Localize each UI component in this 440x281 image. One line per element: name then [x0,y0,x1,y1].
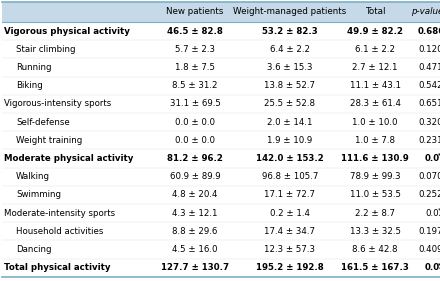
Bar [2,167,440,186]
Text: 11.1 ± 43.1: 11.1 ± 43.1 [349,81,400,90]
Text: 11.0 ± 53.5: 11.0 ± 53.5 [349,191,400,200]
Text: Vigorous-intensity sports: Vigorous-intensity sports [4,99,111,108]
Text: 127.7 ± 130.7: 127.7 ± 130.7 [161,263,229,272]
Text: 96.8 ± 105.7: 96.8 ± 105.7 [262,172,318,181]
Bar [2,22,440,40]
Bar [2,204,440,222]
Text: 2.2 ± 8.7: 2.2 ± 8.7 [355,209,395,217]
Bar [2,131,440,149]
Text: Moderate-intensity sports: Moderate-intensity sports [4,209,115,217]
Text: 0.120: 0.120 [419,45,440,54]
Text: 0.2 ± 1.4: 0.2 ± 1.4 [270,209,310,217]
Bar [2,186,440,204]
Text: 49.9 ± 82.2: 49.9 ± 82.2 [347,27,403,36]
Text: 8.5 ± 31.2: 8.5 ± 31.2 [172,81,218,90]
Text: 5.7 ± 2.3: 5.7 ± 2.3 [175,45,215,54]
Text: 0.651: 0.651 [419,99,440,108]
Text: 0.471: 0.471 [419,63,440,72]
Text: 2.7 ± 12.1: 2.7 ± 12.1 [352,63,398,72]
Text: 13.8 ± 52.7: 13.8 ± 52.7 [264,81,315,90]
Text: Total: Total [365,8,385,17]
Text: Weight training: Weight training [16,136,82,145]
Text: 0.021: 0.021 [425,209,440,217]
Text: 0.320: 0.320 [419,118,440,127]
Text: 78.9 ± 99.3: 78.9 ± 99.3 [350,172,400,181]
Text: Running: Running [16,63,51,72]
Text: *: * [438,207,440,212]
Bar [2,95,440,113]
Text: 0.019: 0.019 [425,154,440,163]
Text: Walking: Walking [16,172,50,181]
Text: *: * [438,153,440,157]
Bar [2,259,440,277]
Text: Dancing: Dancing [16,245,51,254]
Text: 1.0 ± 10.0: 1.0 ± 10.0 [352,118,398,127]
Text: 0.686: 0.686 [418,27,440,36]
Text: Self-defense: Self-defense [16,118,70,127]
Text: 161.5 ± 167.3: 161.5 ± 167.3 [341,263,409,272]
Text: 25.5 ± 52.8: 25.5 ± 52.8 [264,99,315,108]
Bar [2,58,440,77]
Text: 0.231: 0.231 [419,136,440,145]
Text: New patients: New patients [166,8,224,17]
Text: Moderate physical activity: Moderate physical activity [4,154,133,163]
Text: Biking: Biking [16,81,43,90]
Text: 142.0 ± 153.2: 142.0 ± 153.2 [256,154,324,163]
Text: 0.043: 0.043 [425,263,440,272]
Text: 8.8 ± 29.6: 8.8 ± 29.6 [172,227,218,236]
Text: 0.0 ± 0.0: 0.0 ± 0.0 [175,136,215,145]
Text: 6.1 ± 2.2: 6.1 ± 2.2 [355,45,395,54]
Text: 0.252: 0.252 [419,191,440,200]
Text: Household activities: Household activities [16,227,103,236]
Bar [2,77,440,95]
Text: 46.5 ± 82.8: 46.5 ± 82.8 [167,27,223,36]
Text: Swimming: Swimming [16,191,61,200]
Text: 1.8 ± 7.5: 1.8 ± 7.5 [175,63,215,72]
Text: Stair climbing: Stair climbing [16,45,76,54]
Text: Total physical activity: Total physical activity [4,263,110,272]
Text: 0.409: 0.409 [419,245,440,254]
Bar [2,40,440,58]
Text: 12.3 ± 57.3: 12.3 ± 57.3 [264,245,315,254]
Bar [2,241,440,259]
Bar [2,149,440,167]
Text: 0.197: 0.197 [419,227,440,236]
Text: 111.6 ± 130.9: 111.6 ± 130.9 [341,154,409,163]
Text: 13.3 ± 32.5: 13.3 ± 32.5 [349,227,400,236]
Bar [2,222,440,241]
Bar [2,2,440,22]
Text: 17.1 ± 72.7: 17.1 ± 72.7 [264,191,315,200]
Text: 6.4 ± 2.2: 6.4 ± 2.2 [270,45,310,54]
Text: 53.2 ± 82.3: 53.2 ± 82.3 [262,27,318,36]
Text: Vigorous physical activity: Vigorous physical activity [4,27,130,36]
Text: 31.1 ± 69.5: 31.1 ± 69.5 [169,99,220,108]
Text: 4.5 ± 16.0: 4.5 ± 16.0 [172,245,218,254]
Text: 81.2 ± 96.2: 81.2 ± 96.2 [167,154,223,163]
Bar [2,113,440,131]
Text: 8.6 ± 42.8: 8.6 ± 42.8 [352,245,398,254]
Text: Weight-managed patients: Weight-managed patients [233,8,347,17]
Text: 195.2 ± 192.8: 195.2 ± 192.8 [256,263,324,272]
Text: 3.6 ± 15.3: 3.6 ± 15.3 [267,63,313,72]
Text: 4.8 ± 20.4: 4.8 ± 20.4 [172,191,218,200]
Text: 60.9 ± 89.9: 60.9 ± 89.9 [170,172,220,181]
Text: 1.0 ± 7.8: 1.0 ± 7.8 [355,136,395,145]
Text: 0.070: 0.070 [419,172,440,181]
Text: 0.542: 0.542 [419,81,440,90]
Text: 17.4 ± 34.7: 17.4 ± 34.7 [264,227,315,236]
Text: 4.3 ± 12.1: 4.3 ± 12.1 [172,209,218,217]
Text: 28.3 ± 61.4: 28.3 ± 61.4 [349,99,400,108]
Text: 0.0 ± 0.0: 0.0 ± 0.0 [175,118,215,127]
Text: 2.0 ± 14.1: 2.0 ± 14.1 [267,118,313,127]
Text: 1.9 ± 10.9: 1.9 ± 10.9 [268,136,313,145]
Text: p-value: p-value [411,8,440,17]
Text: *: * [438,262,440,267]
